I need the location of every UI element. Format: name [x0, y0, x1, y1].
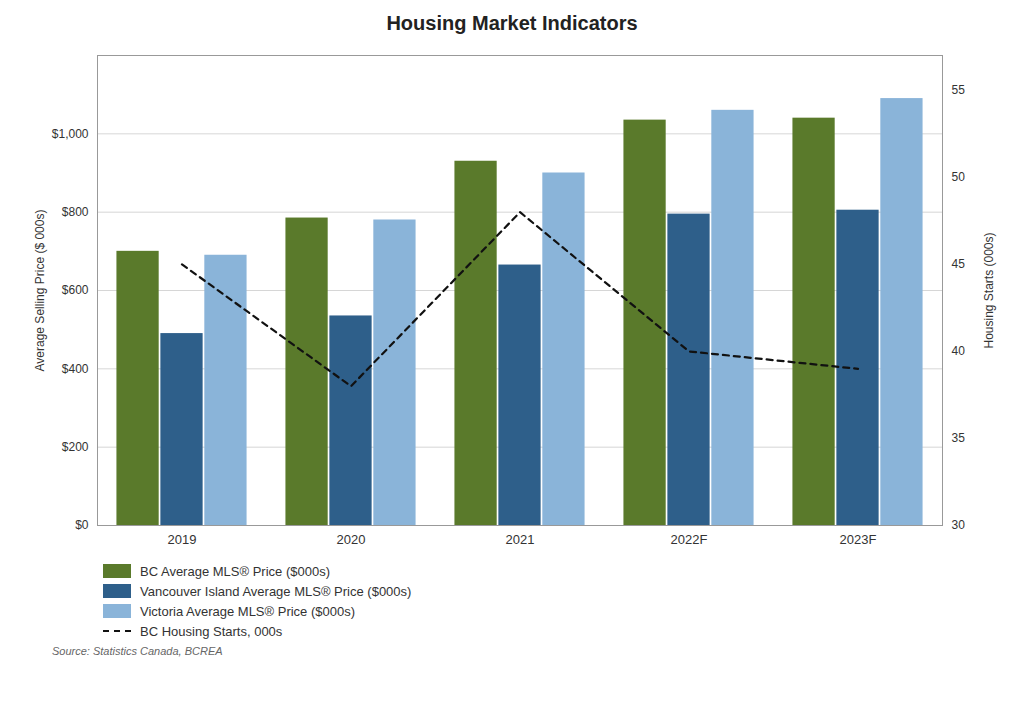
- svg-text:45: 45: [952, 257, 966, 271]
- svg-text:$0: $0: [75, 518, 89, 532]
- svg-text:$200: $200: [62, 440, 89, 454]
- svg-text:30: 30: [952, 518, 966, 532]
- svg-text:$600: $600: [62, 283, 89, 297]
- svg-text:2019: 2019: [168, 532, 197, 547]
- svg-text:2023F: 2023F: [840, 532, 877, 547]
- svg-text:Housing Starts (000s): Housing Starts (000s): [982, 232, 996, 348]
- svg-text:$800: $800: [62, 205, 89, 219]
- html-text:Housing Market Indicators: Housing Market Indicators: [386, 12, 638, 34]
- svg-text:50: 50: [952, 170, 966, 184]
- html-text:Source: Statistics Canada, BCR: Source: Statistics Canada, BCREA: [52, 645, 223, 657]
- svg-text:$400: $400: [62, 362, 89, 376]
- svg-text:$1,000: $1,000: [52, 127, 89, 141]
- html-text:BC Housing Starts, 000s: BC Housing Starts, 000s: [140, 623, 283, 639]
- svg-text:Average Selling Price ($ 000s): Average Selling Price ($ 000s): [33, 210, 47, 372]
- html-text:Victoria Average MLS® Price ($: Victoria Average MLS® Price ($000s): [140, 603, 355, 619]
- html-text:BC Average MLS® Price ($000s): BC Average MLS® Price ($000s): [140, 563, 330, 579]
- svg-text:2020: 2020: [337, 532, 366, 547]
- svg-text:2021: 2021: [506, 532, 535, 547]
- svg-text:2022F: 2022F: [671, 532, 708, 547]
- svg-text:55: 55: [952, 83, 966, 97]
- svg-text:35: 35: [952, 431, 966, 445]
- html-text:Vancouver Island Average MLS®: Vancouver Island Average MLS® Price ($00…: [140, 583, 412, 599]
- svg-text:40: 40: [952, 344, 966, 358]
